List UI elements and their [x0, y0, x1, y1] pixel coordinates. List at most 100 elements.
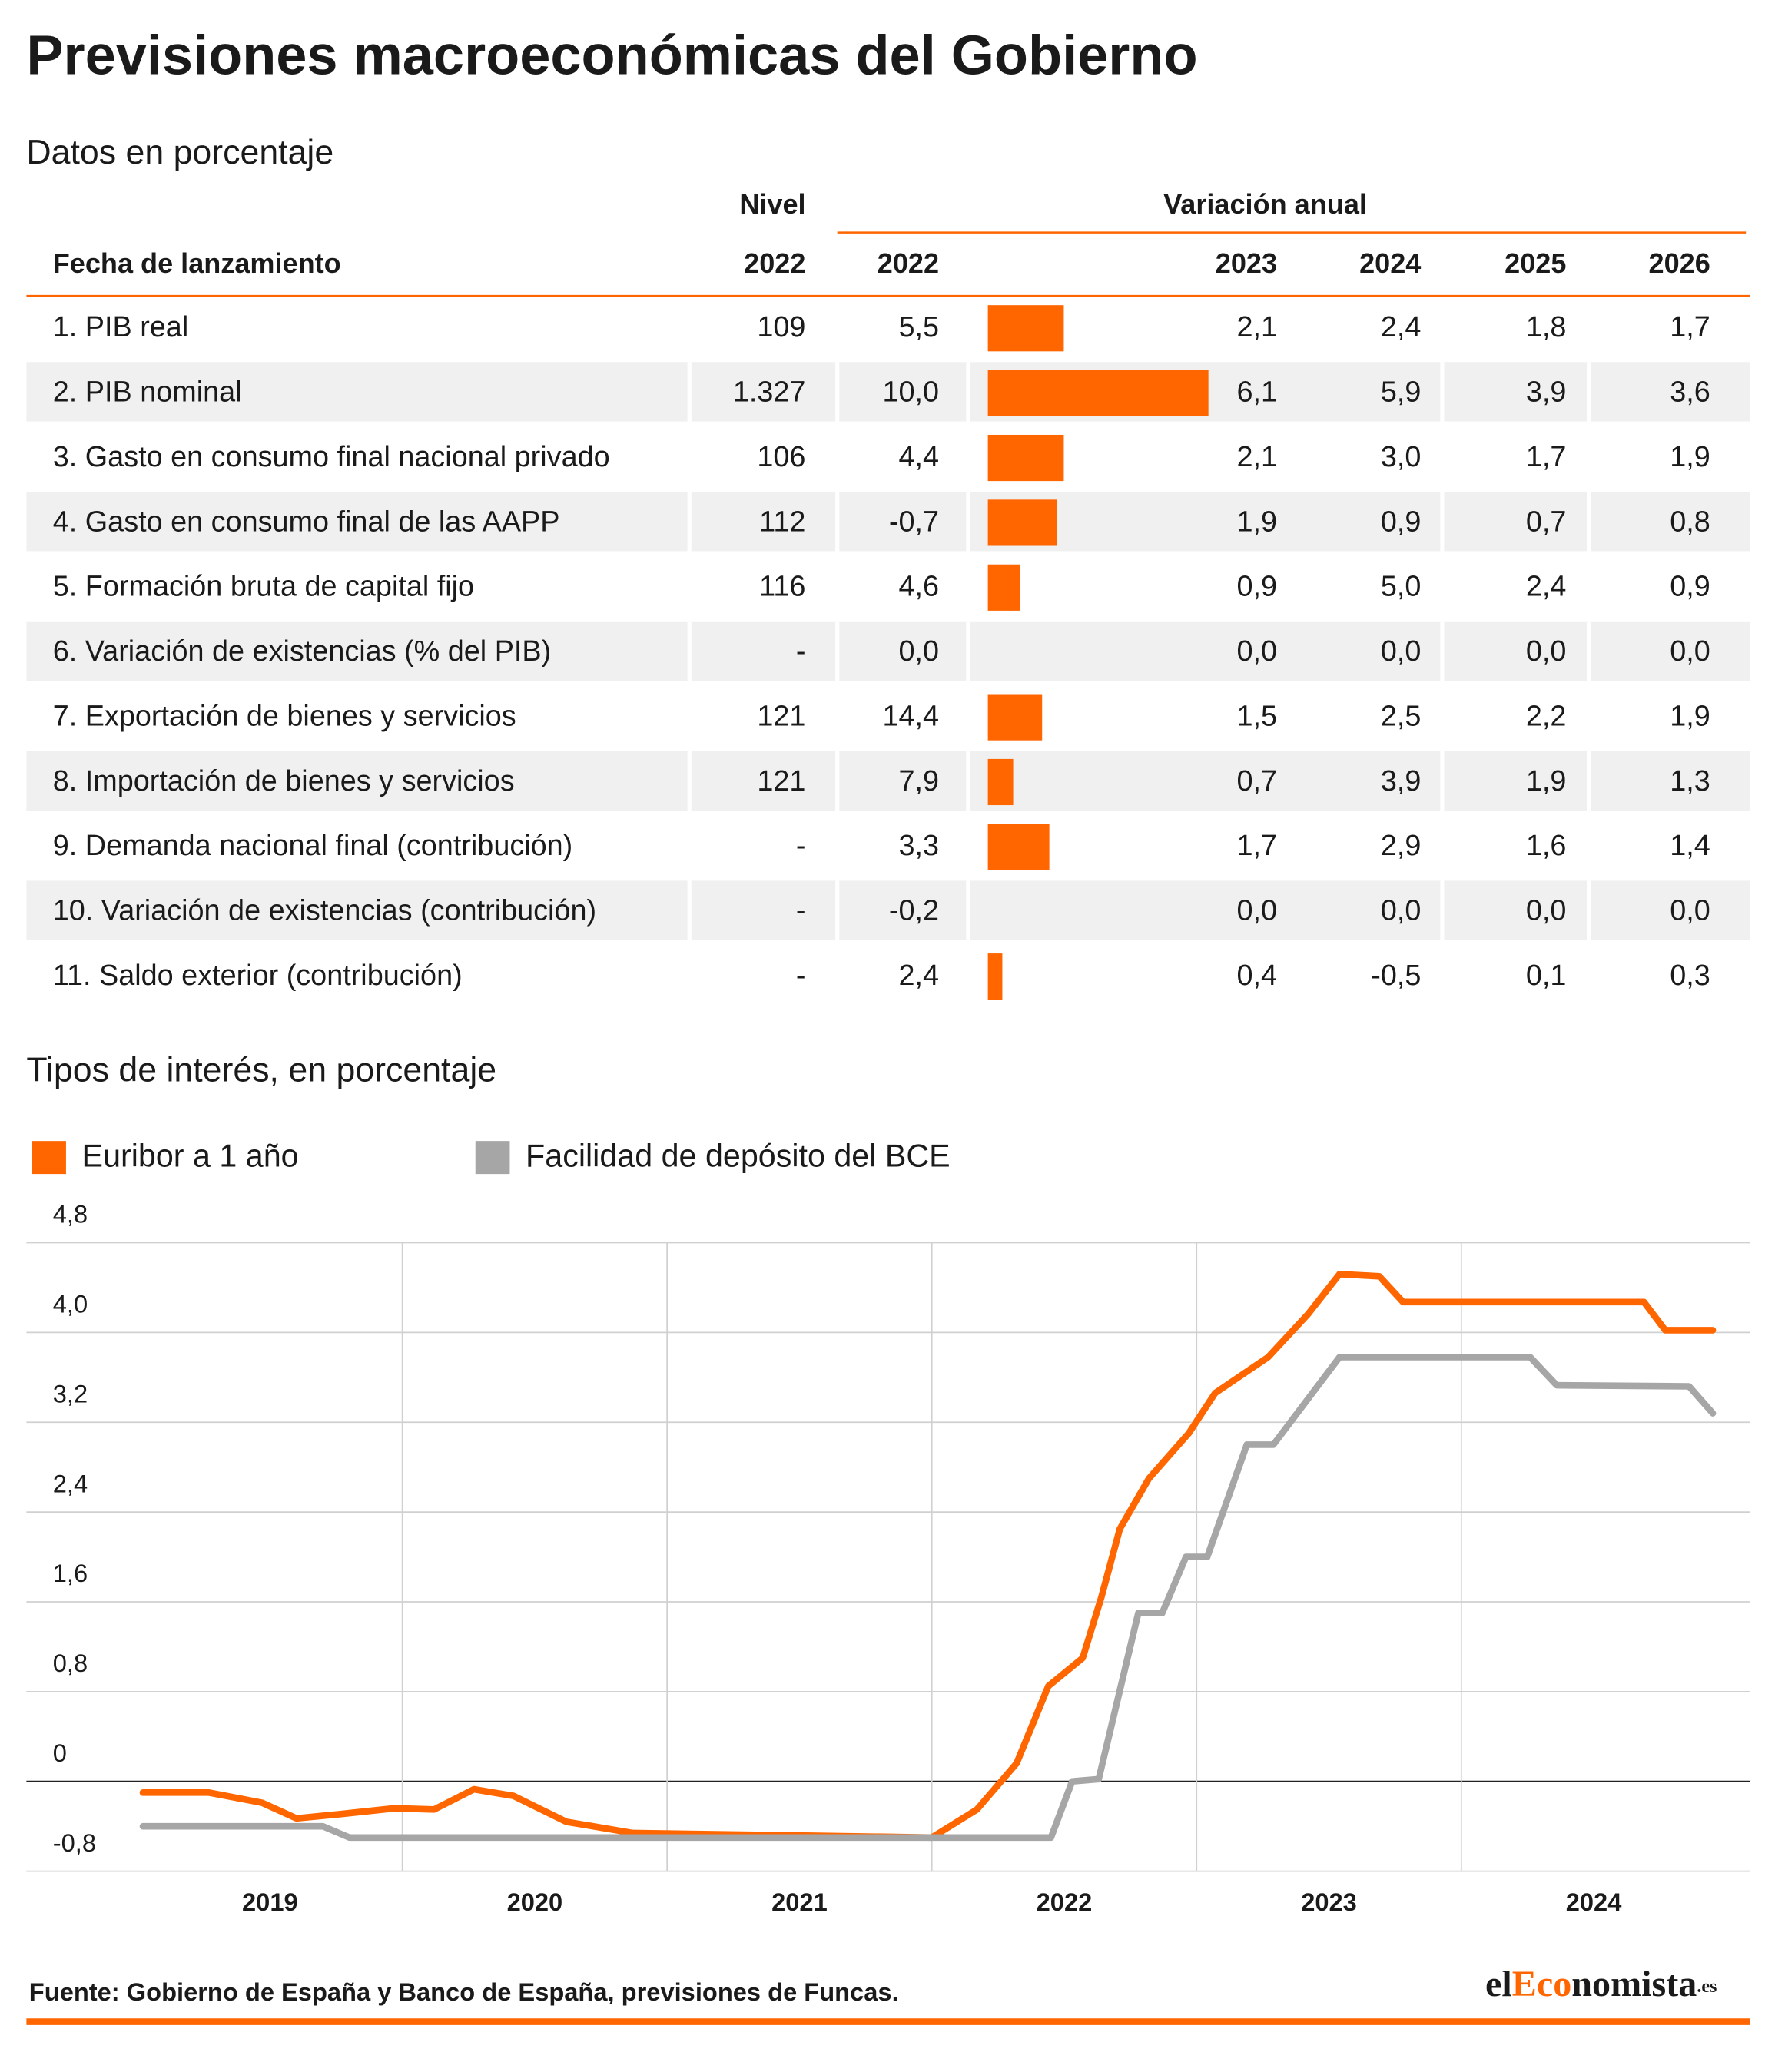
subtitle: Datos en porcentaje — [26, 134, 333, 171]
cell: - — [796, 895, 806, 927]
cell: 2,2 — [1526, 700, 1567, 732]
y-tick-label: 0 — [53, 1739, 67, 1767]
column-header: 2024 — [1359, 247, 1421, 279]
column-header: 2026 — [1649, 247, 1710, 279]
legend-swatch — [32, 1141, 66, 1175]
value-label: 2,1 — [1236, 311, 1277, 343]
cell: 2,4 — [1526, 571, 1567, 603]
cell: 2,5 — [1381, 700, 1422, 732]
cell: 7,9 — [898, 765, 939, 797]
cell: 0,0 — [1381, 635, 1422, 668]
line-series — [139, 1271, 1717, 1842]
cell: 121 — [757, 765, 805, 797]
row-band — [26, 880, 1750, 940]
cell: 3,0 — [1381, 441, 1422, 473]
y-tick-label: -0,8 — [53, 1828, 96, 1857]
chart-title: Tipos de interés, en porcentaje — [26, 1052, 496, 1089]
x-tick-label: 2020 — [507, 1888, 563, 1916]
row-label: 7. Exportación de bienes y servicios — [53, 700, 516, 732]
cell: 0,8 — [1670, 506, 1710, 538]
value-label: 0,7 — [1236, 765, 1277, 797]
cell: 2,4 — [898, 960, 939, 992]
value-label: 1,7 — [1236, 830, 1277, 862]
legend-swatch — [475, 1141, 510, 1175]
column-header: 2022 — [878, 247, 939, 279]
cell: 0,0 — [1670, 635, 1710, 668]
level-header: Nivel — [739, 188, 805, 220]
cell: 0,0 — [1381, 895, 1422, 927]
logo: elEconomista.es — [1485, 1964, 1717, 2004]
cell: 1,6 — [1526, 830, 1567, 862]
cell: 14,4 — [882, 700, 939, 732]
column-header: Fecha de lanzamiento — [53, 247, 341, 279]
cell: 1,9 — [1670, 700, 1710, 732]
cell: 3,3 — [898, 830, 939, 862]
value-label: 1,9 — [1236, 506, 1277, 538]
cell: 4,6 — [898, 571, 939, 603]
cell: 1,3 — [1670, 765, 1710, 797]
cell: 5,0 — [1381, 571, 1422, 603]
value-label: 6,1 — [1236, 376, 1277, 408]
value-label: 0,9 — [1236, 571, 1277, 603]
row-band — [26, 492, 1750, 552]
cell: 3,9 — [1526, 376, 1567, 408]
cell: -0,2 — [889, 895, 939, 927]
row-label: 2. PIB nominal — [53, 376, 242, 408]
legend-label: Euribor a 1 año — [82, 1138, 299, 1173]
cell: - — [796, 635, 806, 668]
cell: 1,8 — [1526, 311, 1567, 343]
column-header: 2023 — [1216, 247, 1277, 279]
x-tick-label: 2024 — [1566, 1888, 1622, 1916]
cell: - — [796, 830, 806, 862]
cell: 2,9 — [1381, 830, 1422, 862]
cell: - — [796, 960, 806, 992]
row-label: 6. Variación de existencias (% del PIB) — [53, 635, 551, 668]
cell: 106 — [757, 441, 805, 473]
cell: 1,7 — [1526, 441, 1567, 473]
variation-header: Variación anual — [1163, 188, 1367, 220]
bar — [987, 953, 1003, 1000]
x-tick-label: 2019 — [242, 1888, 298, 1916]
cell: 0,7 — [1526, 506, 1567, 538]
row-label: 3. Gasto en consumo final nacional priva… — [53, 441, 610, 473]
value-label: 0,4 — [1236, 960, 1277, 992]
cell: 0,0 — [1526, 635, 1567, 668]
cell: 3,6 — [1670, 376, 1710, 408]
cell: 109 — [757, 311, 805, 343]
value-label: 1,5 — [1236, 700, 1277, 732]
y-tick-label: 1,6 — [53, 1559, 88, 1587]
value-label: 2,1 — [1236, 441, 1277, 473]
legend-label: Facilidad de depósito del BCE — [526, 1138, 951, 1173]
y-tick-label: 0,8 — [53, 1649, 88, 1677]
cell: 1,7 — [1670, 311, 1710, 343]
cell: 4,4 — [898, 441, 939, 473]
cell: 0,0 — [1526, 895, 1567, 927]
logo-part: el — [1485, 1964, 1512, 2004]
logo-part: .es — [1697, 1976, 1717, 1996]
y-tick-label: 3,2 — [53, 1379, 88, 1407]
bar — [987, 564, 1020, 611]
cell: 116 — [759, 571, 805, 603]
x-tick-label: 2023 — [1301, 1888, 1357, 1916]
row-band — [26, 621, 1750, 681]
bar — [987, 499, 1057, 546]
cell: 3,9 — [1381, 765, 1422, 797]
row-label: 5. Formación bruta de capital fijo — [53, 571, 474, 603]
source: Fuente: Gobierno de España y Banco de Es… — [29, 1978, 899, 2006]
logo-part: nomista — [1571, 1964, 1697, 2004]
x-tick-label: 2022 — [1037, 1888, 1093, 1916]
cell: 5,9 — [1381, 376, 1422, 408]
line-series — [139, 1354, 1717, 1842]
cell: 112 — [759, 506, 805, 538]
cell: 5,5 — [898, 311, 939, 343]
column-header: 2022 — [744, 247, 805, 279]
bar — [987, 824, 1050, 870]
row-label: 9. Demanda nacional final (contribución) — [53, 830, 573, 862]
value-label: 0,0 — [1236, 895, 1277, 927]
row-label: 11. Saldo exterior (contribución) — [53, 960, 463, 992]
row-label: 4. Gasto en consumo final de las AAPP — [53, 506, 560, 538]
logo-part: Eco — [1512, 1964, 1572, 2004]
value-label: 0,0 — [1236, 635, 1277, 668]
